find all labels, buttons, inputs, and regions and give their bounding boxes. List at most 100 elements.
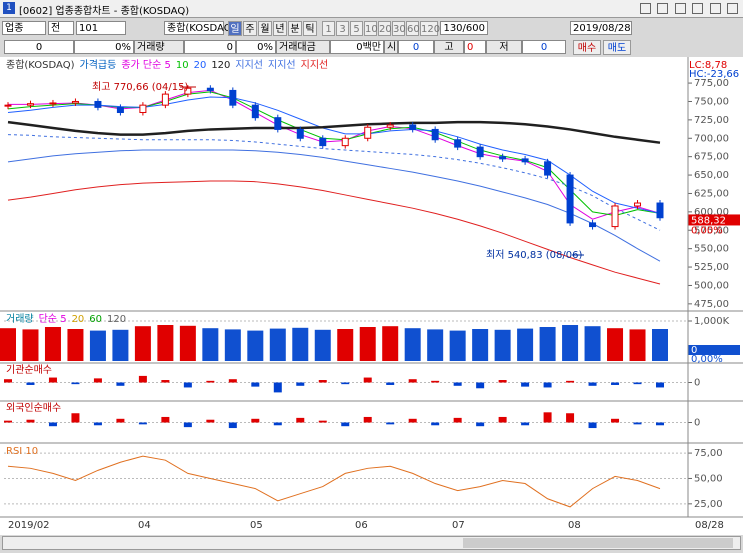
net-bar bbox=[363, 416, 372, 423]
period-tab[interactable]: 일 bbox=[228, 21, 242, 36]
y-tick-label: 1,000K bbox=[694, 316, 730, 327]
y-tick-label: 525,00 bbox=[694, 262, 729, 273]
quote-high: 0 bbox=[464, 40, 486, 54]
legend-entry: 거래량 bbox=[6, 313, 34, 325]
net-bar bbox=[93, 422, 102, 426]
net-bar bbox=[206, 419, 215, 423]
market[interactable]: 업종 bbox=[2, 21, 46, 35]
interval-tab[interactable]: 120 bbox=[420, 21, 440, 36]
y-tick-label: 550,00 bbox=[694, 244, 729, 255]
quote-volume: 0 bbox=[184, 40, 236, 54]
last-change: 0,00% bbox=[691, 225, 723, 236]
volume-bar bbox=[584, 326, 601, 361]
interval-tab[interactable]: 20 bbox=[378, 21, 392, 36]
legend-entry: RSI 10 bbox=[6, 446, 38, 457]
quote-open: 0 bbox=[398, 40, 434, 54]
net-bar bbox=[431, 422, 440, 426]
legend-entry: 기관순매수 bbox=[6, 364, 52, 376]
legend-entry: 종합(KOSDAQ) bbox=[6, 59, 75, 71]
volume-bar bbox=[494, 329, 511, 361]
period-tab[interactable]: 주 bbox=[243, 21, 257, 36]
y-tick-label: 725,00 bbox=[694, 115, 729, 126]
legend-entry: 120 bbox=[107, 314, 126, 325]
type[interactable]: 전 bbox=[48, 21, 74, 35]
volume-bar bbox=[314, 329, 331, 361]
candle bbox=[71, 100, 79, 104]
volume-bar bbox=[247, 330, 264, 361]
candle bbox=[364, 126, 372, 139]
legend-entry: 단순 5 bbox=[39, 313, 67, 325]
period-tab[interactable]: 틱 bbox=[303, 21, 317, 36]
name[interactable]: 종합(KOSDAQ) bbox=[164, 21, 236, 35]
quote-amount: 0백만 bbox=[330, 40, 384, 54]
buy-button[interactable]: 매수 bbox=[573, 40, 601, 55]
net-bar bbox=[363, 377, 372, 383]
legend-entry: 지지선 bbox=[268, 59, 296, 71]
y-tick-label: 25,00 bbox=[694, 499, 723, 510]
y-tick-label: 625,00 bbox=[694, 188, 729, 199]
net-bar bbox=[251, 382, 260, 387]
interval-tab[interactable]: 30 bbox=[392, 21, 406, 36]
period-tab[interactable]: 년 bbox=[273, 21, 287, 36]
legend-entry: 20 bbox=[194, 60, 207, 71]
volume-bar bbox=[134, 326, 151, 361]
x-tick-label: 08/28 bbox=[695, 520, 724, 531]
y-tick-label: 700,00 bbox=[694, 133, 729, 144]
y-tick-label: 75,00 bbox=[694, 448, 723, 459]
code[interactable]: 101 bbox=[76, 21, 126, 35]
window-controls[interactable] bbox=[640, 3, 738, 14]
volume-bar bbox=[89, 330, 106, 361]
volume-bar bbox=[157, 325, 174, 361]
net-bar bbox=[138, 375, 147, 383]
net-bar bbox=[183, 422, 192, 428]
net-bar bbox=[341, 382, 350, 385]
period-tab[interactable]: 월 bbox=[258, 21, 272, 36]
volume-bar bbox=[539, 327, 556, 361]
legend-entry: 지지선 bbox=[301, 59, 329, 71]
candle bbox=[296, 128, 304, 139]
volume-bar bbox=[607, 328, 624, 361]
legend-entry: 20 bbox=[72, 314, 85, 325]
volume-change: 0,00% bbox=[691, 354, 723, 365]
net-bar bbox=[26, 382, 35, 385]
scroll-controls[interactable] bbox=[463, 538, 733, 548]
net-bar bbox=[273, 382, 282, 393]
net-bar bbox=[386, 382, 395, 385]
sell-button[interactable]: 매도 bbox=[603, 40, 631, 55]
quote-bar: 0 0% 거래량 0 0% 거래대금 0백만 시 0 고 0 저 0 매수 매도 bbox=[0, 39, 743, 56]
net-bar bbox=[408, 418, 417, 423]
indicator-line bbox=[8, 89, 661, 220]
interval-tab[interactable]: 5 bbox=[350, 21, 363, 36]
scrollbar[interactable] bbox=[2, 536, 741, 550]
volume-bar bbox=[449, 330, 466, 361]
net-bar bbox=[161, 416, 170, 423]
interval-tab[interactable]: 10 bbox=[364, 21, 378, 36]
interval-tab[interactable]: 3 bbox=[336, 21, 349, 36]
volume-bar bbox=[427, 329, 444, 361]
net-bar bbox=[138, 422, 147, 425]
candle bbox=[319, 137, 327, 147]
title-bar: 1 [0602] 업종종합차트 - 종합(KOSDAQ) bbox=[0, 0, 743, 18]
volume-bar bbox=[472, 329, 489, 361]
period-tab[interactable]: 분 bbox=[288, 21, 302, 36]
candle bbox=[94, 100, 102, 108]
volume-bar bbox=[517, 328, 534, 361]
net-bar bbox=[498, 380, 507, 383]
net-bar bbox=[4, 420, 12, 423]
window-title: [0602] 업종종합차트 - 종합(KOSDAQ) bbox=[19, 6, 190, 17]
legend-entry: 종가 단순 5 bbox=[121, 59, 171, 71]
net-bar bbox=[611, 418, 620, 423]
date[interactable]: 2019/08/28 bbox=[570, 21, 632, 35]
candle bbox=[589, 222, 597, 228]
y-tick-label: 650,00 bbox=[694, 170, 729, 181]
count[interactable]: 130/600 bbox=[440, 21, 488, 35]
net-bar bbox=[476, 422, 485, 427]
x-tick-label: 07 bbox=[452, 520, 465, 531]
interval-tab[interactable]: 60 bbox=[406, 21, 420, 36]
net-bar bbox=[566, 413, 575, 423]
volume-bar bbox=[202, 328, 219, 361]
candle bbox=[386, 124, 394, 128]
interval-tab[interactable]: 1 bbox=[322, 21, 335, 36]
quote-high_label: 고 bbox=[434, 40, 464, 54]
candle bbox=[409, 124, 417, 130]
